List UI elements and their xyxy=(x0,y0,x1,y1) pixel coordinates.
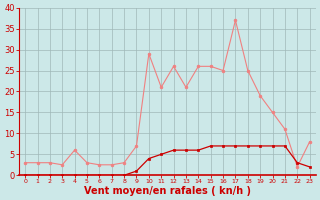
X-axis label: Vent moyen/en rafales ( kn/h ): Vent moyen/en rafales ( kn/h ) xyxy=(84,186,251,196)
